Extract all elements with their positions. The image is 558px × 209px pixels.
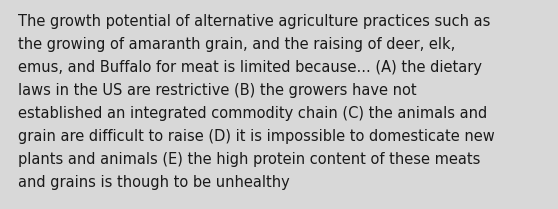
Text: grain are difficult to raise (D) it is impossible to domesticate new: grain are difficult to raise (D) it is i… [18,129,495,144]
Text: established an integrated commodity chain (C) the animals and: established an integrated commodity chai… [18,106,487,121]
Text: and grains is though to be unhealthy: and grains is though to be unhealthy [18,175,290,190]
Text: emus, and Buffalo for meat is limited because... (A) the dietary: emus, and Buffalo for meat is limited be… [18,60,482,75]
Text: The growth potential of alternative agriculture practices such as: The growth potential of alternative agri… [18,14,490,29]
Text: the growing of amaranth grain, and the raising of deer, elk,: the growing of amaranth grain, and the r… [18,37,455,52]
Text: laws in the US are restrictive (B) the growers have not: laws in the US are restrictive (B) the g… [18,83,417,98]
Text: plants and animals (E) the high protein content of these meats: plants and animals (E) the high protein … [18,152,480,167]
